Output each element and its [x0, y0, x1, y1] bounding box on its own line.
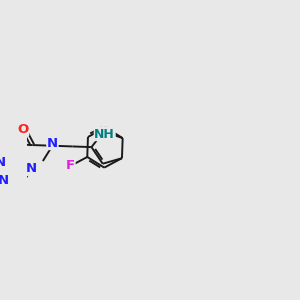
Text: NH: NH [94, 128, 115, 140]
Text: N: N [0, 156, 6, 169]
Text: O: O [17, 123, 28, 136]
Text: F: F [66, 159, 75, 172]
Text: N: N [26, 162, 37, 175]
Text: N: N [0, 174, 9, 187]
Text: N: N [47, 136, 58, 149]
